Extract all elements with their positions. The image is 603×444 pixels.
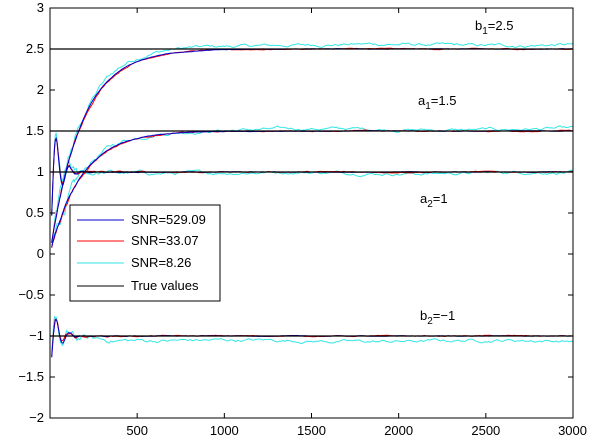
- y-tick-label: 1: [37, 164, 44, 179]
- legend-label-snr-529: SNR=529.09: [131, 212, 206, 227]
- series-line: [51, 136, 573, 216]
- x-tick-label: 1000: [210, 423, 239, 438]
- series-line: [51, 315, 574, 354]
- y-tick-label: −1: [29, 328, 44, 343]
- y-tick-label: −1.5: [18, 369, 44, 384]
- y-tick-label: 3: [37, 0, 44, 15]
- legend-label-true-values: True values: [131, 278, 199, 293]
- x-tick-label: 1500: [297, 423, 326, 438]
- true-values-layer: [50, 48, 573, 337]
- y-tick-label: 0: [37, 246, 44, 261]
- series-line: [51, 125, 573, 246]
- series-line: [51, 42, 574, 242]
- svg-text:b2=−1: b2=−1: [420, 308, 455, 327]
- annotation-a1: a1=1.5: [418, 93, 456, 112]
- annotation-b2: b2=−1: [420, 308, 455, 327]
- x-tick-label: 2500: [471, 423, 500, 438]
- svg-text:a1=1.5: a1=1.5: [418, 93, 456, 112]
- y-tick-label: 1.5: [26, 123, 44, 138]
- series-line: [51, 137, 573, 215]
- y-tick-label: 2.5: [26, 41, 44, 56]
- x-tick-label: 3000: [558, 423, 587, 438]
- x-tick-label: 2000: [384, 423, 413, 438]
- legend-label-snr-8: SNR=8.26: [131, 255, 191, 270]
- legend: SNR=529.09 SNR=33.07 SNR=8.26 True value…: [69, 204, 221, 302]
- series-layer: [51, 42, 574, 358]
- svg-text:b1=2.5: b1=2.5: [475, 18, 513, 37]
- series-line: [51, 132, 574, 216]
- series-line: [51, 318, 574, 357]
- series-line: [51, 318, 573, 358]
- legend-box: [69, 204, 221, 302]
- ticks-layer: 500 1000 1500 2000 2500 3000 −2 −1.5 −1 −0.5 0 0.5 1…: [18, 0, 587, 438]
- annotation-b1: b1=2.5: [475, 18, 513, 37]
- y-tick-label: −2: [29, 410, 44, 425]
- x-tick-label: 500: [126, 423, 148, 438]
- y-tick-label: 2: [37, 82, 44, 97]
- y-tick-label: 0.5: [26, 205, 44, 220]
- y-tick-label: −0.5: [18, 287, 44, 302]
- legend-label-snr-33: SNR=33.07: [131, 233, 199, 248]
- svg-text:a2=1: a2=1: [420, 191, 448, 210]
- annotation-a2: a2=1: [420, 191, 448, 210]
